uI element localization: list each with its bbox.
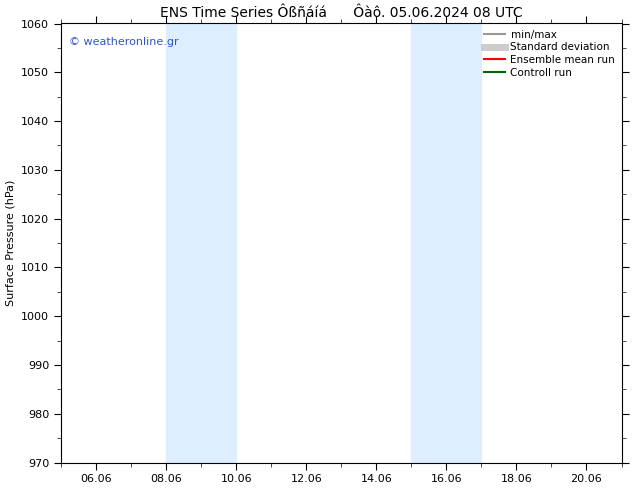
Y-axis label: Surface Pressure (hPa): Surface Pressure (hPa) (6, 180, 16, 306)
Bar (166, 24, 236, 463)
Text: © weatheronline.gr: © weatheronline.gr (70, 37, 179, 47)
Title: ENS Time Series Ôßñáíá      Ôàô. 05.06.2024 08 UTC: ENS Time Series Ôßñáíá Ôàô. 05.06.2024 0… (160, 5, 522, 20)
Legend: min/max, Standard deviation, Ensemble mean run, Controll run: min/max, Standard deviation, Ensemble me… (481, 25, 619, 82)
Bar (411, 24, 481, 463)
